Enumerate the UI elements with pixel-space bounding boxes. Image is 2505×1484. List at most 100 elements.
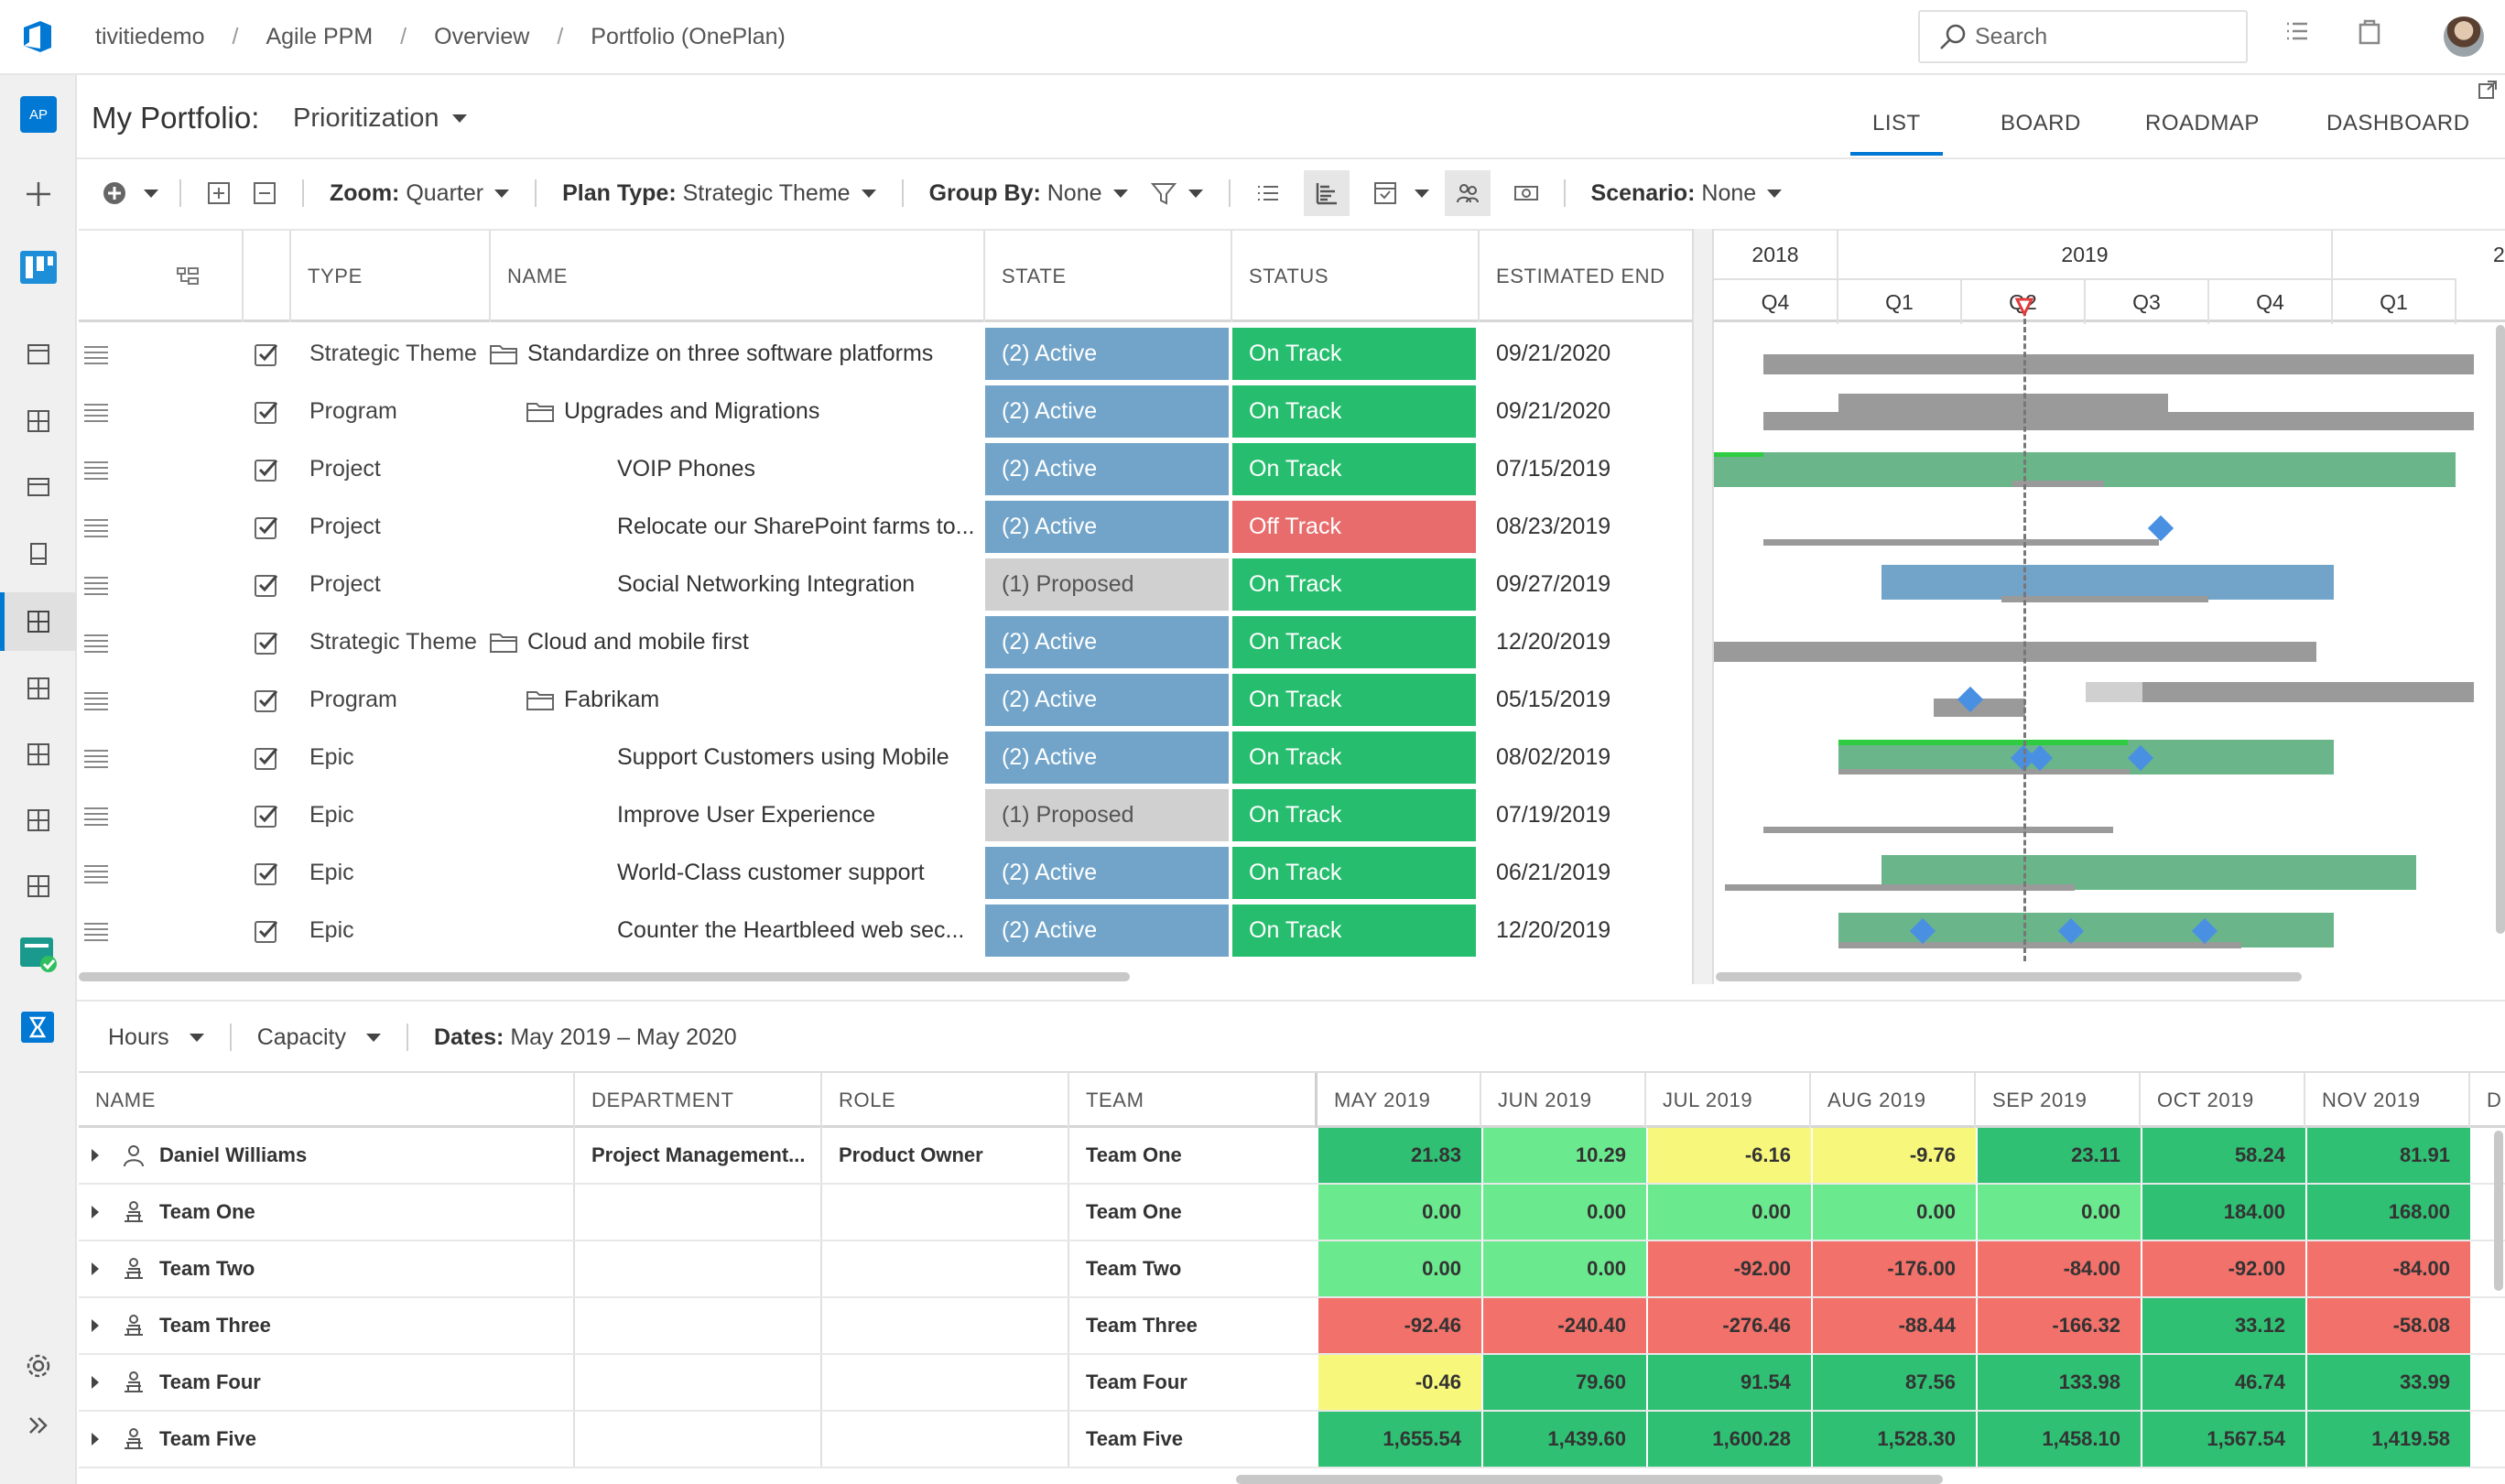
status-badge[interactable]: On Track (1232, 847, 1476, 899)
capacity-cell[interactable]: -166.32 (1976, 1298, 2141, 1353)
sprints-icon[interactable] (0, 460, 77, 515)
drag-handle-icon[interactable] (82, 671, 119, 729)
capacity-cell[interactable]: -6.16 (1646, 1128, 1811, 1183)
gantt-bar[interactable] (1763, 412, 2474, 430)
capacity-cell[interactable]: -88.44 (1811, 1298, 1976, 1353)
grid-row[interactable]: Strategic Theme Cloud and mobile first (2)… (79, 613, 1692, 671)
drag-handle-icon[interactable] (82, 383, 119, 440)
row-checkbox[interactable] (253, 383, 280, 440)
capacity-cell[interactable]: 33.12 (2141, 1298, 2305, 1353)
dates-range[interactable]: Dates: May 2019 – May 2020 (423, 1024, 748, 1051)
capacity-cell[interactable]: 133.98 (1976, 1355, 2141, 1410)
fullscreen-icon[interactable] (2477, 79, 2499, 101)
state-badge[interactable]: (2) Active (985, 847, 1229, 899)
group-by-dropdown[interactable]: Group By: None (918, 180, 1139, 207)
calendar-options-chevron-icon[interactable] (1408, 170, 1436, 216)
expand-row-icon[interactable] (92, 1319, 99, 1332)
capacity-cell[interactable]: -92.00 (2141, 1241, 2305, 1296)
gantt-bar[interactable] (1763, 354, 2474, 374)
name-cell[interactable]: Improve User Experience (617, 802, 876, 828)
board-grid-icon[interactable] (0, 394, 77, 449)
resource-name[interactable]: Team Four (159, 1370, 261, 1393)
drag-handle-icon[interactable] (82, 844, 119, 902)
month-column-header[interactable]: JUL 2019 (1644, 1073, 1809, 1128)
capacity-cell[interactable]: 46.74 (2141, 1355, 2305, 1410)
name-cell[interactable]: Social Networking Integration (617, 571, 916, 597)
cost-view-icon[interactable] (1503, 170, 1549, 216)
resource-row[interactable]: Team Five Team Five 1,655.54 1,439.60 1,600.… (79, 1412, 2505, 1468)
capacity-cell[interactable]: 1,655.54 (1317, 1412, 1481, 1467)
capacity-cell[interactable]: -84.00 (1976, 1241, 2141, 1296)
breadcrumb-org[interactable]: tivitiedemo (95, 23, 205, 49)
backlog-icon[interactable] (0, 327, 77, 382)
row-checkbox[interactable] (253, 325, 280, 383)
milestone-diamond[interactable] (2147, 515, 2174, 542)
grid-icon[interactable] (0, 727, 77, 782)
name-cell[interactable]: World-Class customer support (617, 860, 925, 885)
capacity-cell[interactable]: 10.29 (1481, 1128, 1646, 1183)
state-badge[interactable]: (2) Active (985, 731, 1229, 784)
gantt-bar[interactable] (1838, 740, 2334, 774)
status-badge[interactable]: Off Track (1232, 501, 1476, 553)
name-cell[interactable]: Fabrikam (564, 687, 660, 712)
boards-icon[interactable] (0, 240, 77, 295)
grid-row[interactable]: Program Fabrikam (2) Active On Track 05/15/2… (79, 671, 1692, 729)
type-column-header[interactable]: TYPE (289, 231, 568, 322)
grid-row[interactable]: Epic Counter the Heartbleed web sec... (2)… (79, 902, 1692, 959)
resource-row[interactable]: Daniel Williams Project Management... Prod… (79, 1128, 2505, 1185)
state-column-header[interactable]: STATE (983, 231, 1231, 322)
shopping-bag-icon[interactable] (2353, 15, 2386, 48)
capacity-cell[interactable]: -92.00 (1646, 1241, 1811, 1296)
name-column-header[interactable]: NAME (489, 231, 983, 322)
row-checkbox[interactable] (253, 786, 280, 844)
gantt-horizontal-scrollbar[interactable] (1716, 972, 2302, 981)
name-cell[interactable]: Upgrades and Migrations (564, 398, 820, 424)
calendar-view-icon[interactable] (1362, 170, 1408, 216)
breadcrumb-portfolio[interactable]: Portfolio (OnePlan) (591, 23, 786, 49)
gantt-bar[interactable] (1881, 855, 2416, 890)
add-options-chevron-icon[interactable] (137, 170, 165, 216)
capacity-cell[interactable]: 1,439.60 (1481, 1412, 1646, 1467)
tab-board[interactable]: BOARD (2001, 111, 2081, 135)
drag-handle-icon[interactable] (82, 325, 119, 383)
capacity-cell[interactable]: 79.60 (1481, 1355, 1646, 1410)
department-column-header[interactable]: DEPARTMENT (573, 1073, 820, 1128)
name-cell[interactable]: Counter the Heartbleed web sec... (617, 917, 965, 943)
month-column-header[interactable]: MAY 2019 (1315, 1073, 1480, 1128)
folder-icon[interactable] (489, 613, 518, 671)
grid-row[interactable]: Project Social Networking Integration (1) … (79, 556, 1692, 613)
gantt-bar[interactable] (2086, 682, 2474, 702)
resource-name[interactable]: Team Three (159, 1314, 271, 1337)
expand-row-icon[interactable] (92, 1376, 99, 1389)
gantt-bar[interactable] (1714, 642, 2316, 662)
row-checkbox[interactable] (253, 498, 280, 556)
drag-handle-icon[interactable] (82, 729, 119, 786)
capacity-cell[interactable]: 58.24 (2141, 1128, 2305, 1183)
capacity-cell[interactable]: 0.00 (1317, 1185, 1481, 1240)
month-column-header[interactable]: D (2468, 1073, 2505, 1128)
row-checkbox[interactable] (253, 613, 280, 671)
resource-name[interactable]: Team Five (159, 1427, 256, 1450)
capacity-cell[interactable]: -276.46 (1646, 1298, 1811, 1353)
scenario-dropdown[interactable]: Scenario: None (1580, 180, 1794, 207)
tab-roadmap[interactable]: ROADMAP (2145, 111, 2260, 135)
name-cell[interactable]: VOIP Phones (617, 456, 756, 482)
row-checkbox[interactable] (253, 844, 280, 902)
expand-row-icon[interactable] (92, 1433, 99, 1446)
state-badge[interactable]: (2) Active (985, 616, 1229, 668)
resource-row[interactable]: Team One Team One 0.00 0.00 0.00 0.00 0.00 184.… (79, 1185, 2505, 1241)
resource-row[interactable]: Team Three Team Three -92.46 -240.40 -276.46… (79, 1298, 2505, 1355)
state-badge[interactable]: (2) Active (985, 904, 1229, 957)
search-input[interactable]: Search (1918, 10, 2248, 63)
zoom-dropdown[interactable]: Zoom: Quarter (319, 180, 520, 207)
filter-button[interactable] (1139, 179, 1214, 207)
expand-row-icon[interactable] (92, 1149, 99, 1162)
row-checkbox[interactable] (253, 671, 280, 729)
row-checkbox[interactable] (253, 902, 280, 959)
capacity-cell[interactable]: -240.40 (1481, 1298, 1646, 1353)
month-column-header[interactable]: SEP 2019 (1974, 1073, 2139, 1128)
resource-vertical-scrollbar[interactable] (2494, 1131, 2503, 1291)
capacity-cell[interactable]: 0.00 (1481, 1185, 1646, 1240)
capacity-cell[interactable]: 0.00 (1317, 1241, 1481, 1296)
month-column-header[interactable]: AUG 2019 (1809, 1073, 1974, 1128)
